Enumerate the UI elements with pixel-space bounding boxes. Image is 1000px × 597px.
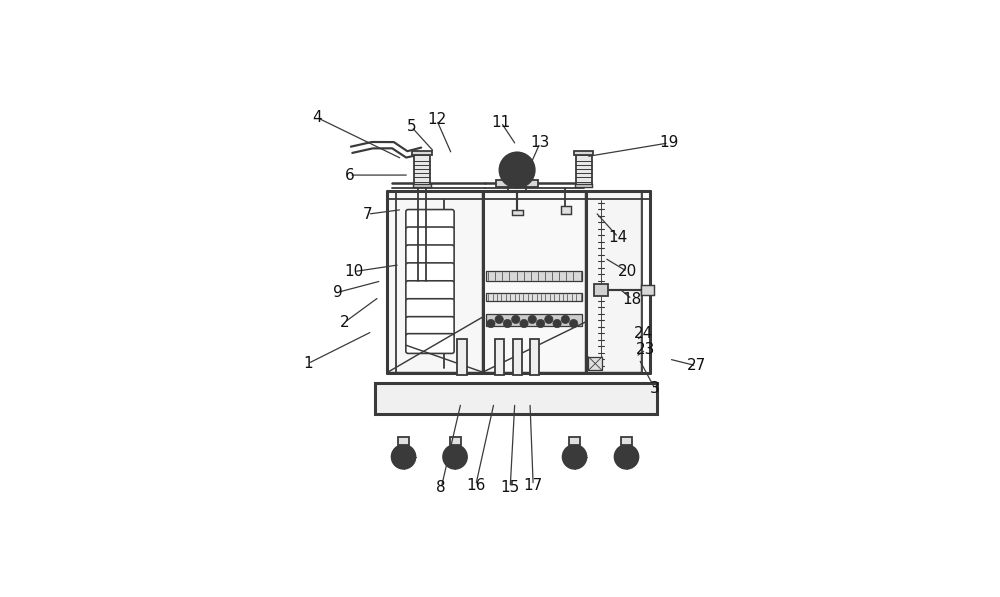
Circle shape — [615, 445, 638, 469]
Bar — [486, 293, 582, 301]
Bar — [484, 192, 585, 372]
Circle shape — [449, 451, 461, 463]
Circle shape — [443, 445, 467, 469]
Circle shape — [392, 445, 416, 469]
Bar — [388, 192, 482, 372]
Bar — [414, 155, 430, 185]
Bar — [398, 436, 409, 445]
Text: 4: 4 — [312, 110, 322, 125]
Circle shape — [545, 315, 553, 324]
Text: 17: 17 — [524, 478, 543, 493]
Text: 2: 2 — [340, 315, 350, 330]
Bar — [457, 339, 467, 375]
Text: 13: 13 — [530, 136, 550, 150]
Text: 20: 20 — [618, 264, 637, 279]
Circle shape — [553, 319, 561, 328]
Text: 11: 11 — [491, 115, 511, 130]
Text: 16: 16 — [466, 478, 485, 493]
Bar — [561, 206, 571, 214]
Bar — [412, 150, 432, 155]
Text: 27: 27 — [687, 358, 706, 373]
Circle shape — [536, 319, 545, 328]
Text: 12: 12 — [427, 112, 446, 127]
FancyBboxPatch shape — [406, 281, 454, 300]
Text: 6: 6 — [344, 168, 354, 183]
FancyBboxPatch shape — [406, 263, 454, 282]
Bar — [575, 184, 592, 187]
Text: 5: 5 — [407, 119, 416, 134]
Circle shape — [503, 319, 512, 328]
Bar — [569, 436, 580, 445]
FancyBboxPatch shape — [406, 316, 454, 337]
Bar — [450, 436, 461, 445]
Circle shape — [514, 167, 520, 173]
Circle shape — [398, 451, 410, 463]
Bar — [530, 339, 539, 375]
Text: 10: 10 — [344, 264, 364, 279]
Circle shape — [512, 315, 520, 324]
Text: 8: 8 — [436, 480, 446, 495]
Bar — [641, 285, 654, 294]
Circle shape — [500, 153, 535, 187]
Bar — [588, 356, 602, 370]
Bar — [587, 192, 641, 372]
Bar — [486, 314, 582, 326]
Circle shape — [561, 315, 570, 324]
Circle shape — [570, 319, 578, 328]
Circle shape — [528, 315, 536, 324]
Bar — [486, 270, 582, 281]
Bar — [495, 339, 504, 375]
Circle shape — [520, 319, 528, 328]
FancyBboxPatch shape — [406, 334, 454, 353]
FancyBboxPatch shape — [406, 245, 454, 264]
Bar — [496, 180, 538, 187]
FancyBboxPatch shape — [406, 227, 454, 247]
Text: 24: 24 — [634, 326, 653, 341]
Circle shape — [621, 451, 632, 463]
Text: 9: 9 — [333, 285, 343, 300]
Text: 14: 14 — [609, 230, 628, 245]
Text: 7: 7 — [363, 207, 373, 221]
FancyBboxPatch shape — [406, 210, 454, 229]
Text: 3: 3 — [650, 381, 660, 396]
Circle shape — [495, 315, 503, 324]
Circle shape — [487, 319, 495, 328]
Bar — [375, 383, 657, 414]
Text: 19: 19 — [659, 136, 678, 150]
Text: 1: 1 — [303, 356, 313, 371]
Text: 15: 15 — [501, 480, 520, 495]
FancyBboxPatch shape — [406, 298, 454, 318]
Circle shape — [563, 445, 587, 469]
Bar — [512, 210, 523, 215]
Bar — [621, 436, 632, 445]
Bar — [594, 285, 608, 296]
Text: 18: 18 — [622, 292, 642, 307]
Bar — [512, 339, 522, 375]
Bar — [413, 184, 431, 187]
Text: 23: 23 — [636, 342, 655, 357]
Bar — [574, 150, 593, 155]
Circle shape — [507, 161, 527, 180]
Circle shape — [569, 451, 581, 463]
Bar — [576, 155, 592, 185]
